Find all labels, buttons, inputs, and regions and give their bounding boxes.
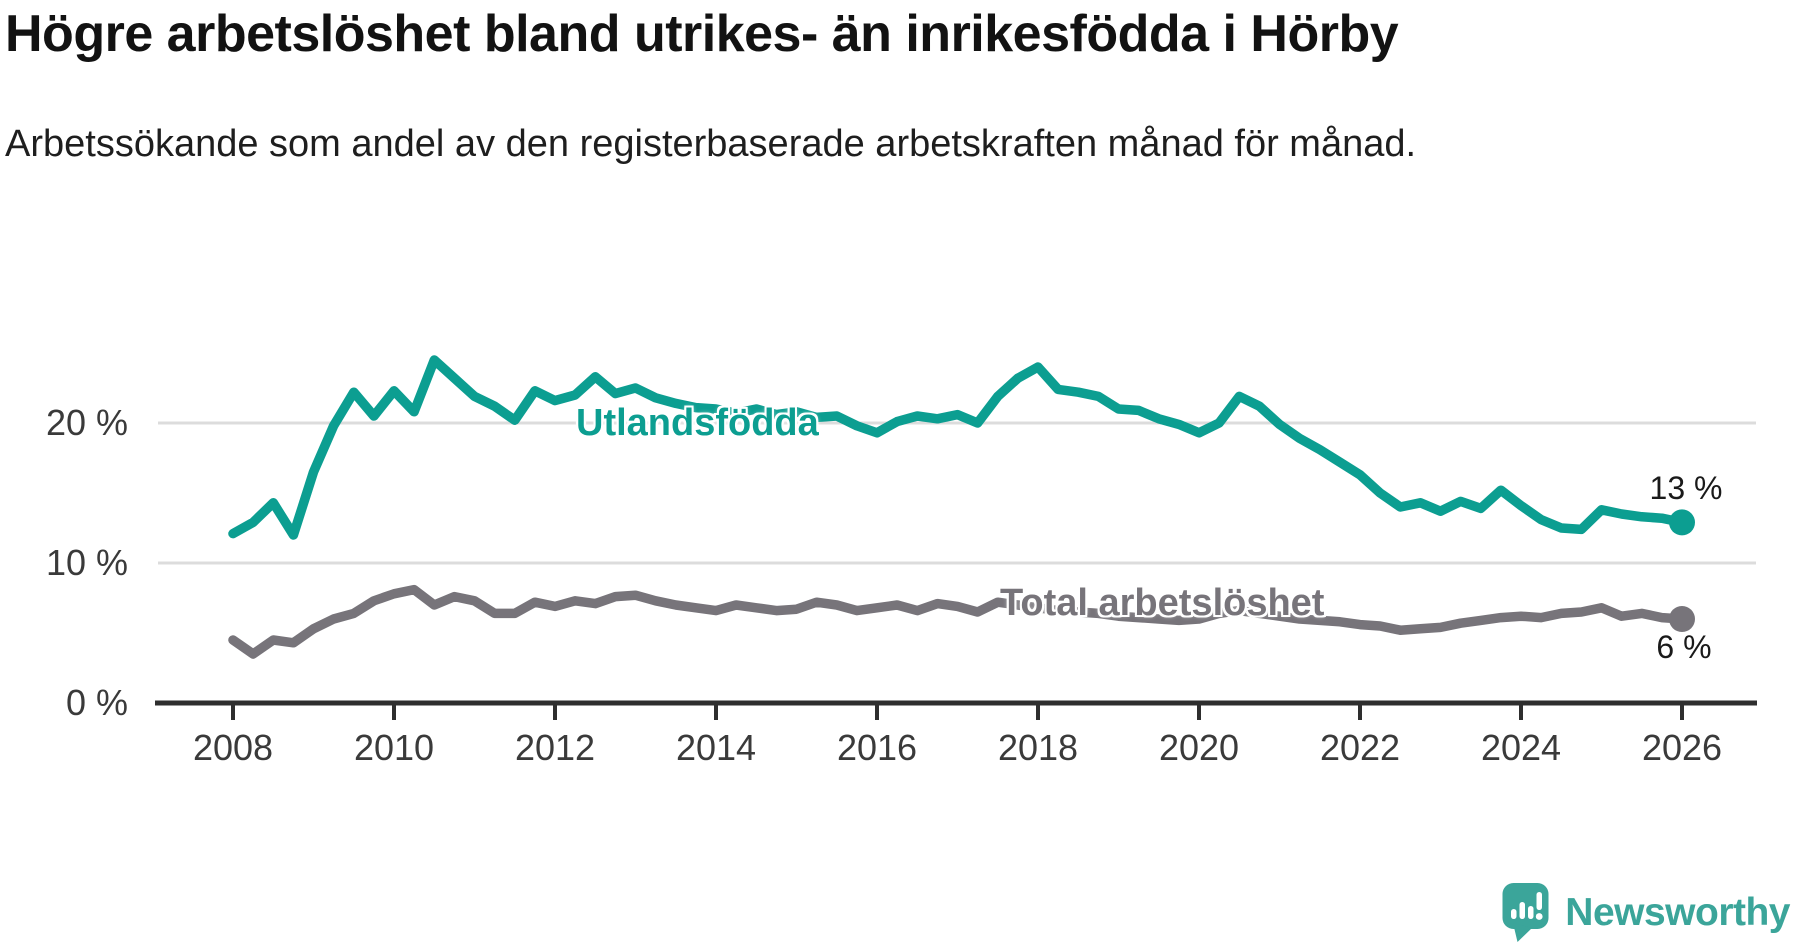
newsworthy-logo-text: Newsworthy bbox=[1565, 891, 1790, 934]
x-axis-label-2014: 2014 bbox=[675, 727, 757, 768]
x-axis-label-2024: 2024 bbox=[1480, 727, 1562, 768]
utlandsfodda-end-dot bbox=[1669, 509, 1695, 536]
chart-subtitle: Arbetssökande som andel av den registerb… bbox=[5, 123, 1417, 165]
total-arbetsloshet-line bbox=[228, 584, 1687, 659]
x-axis-label-2018: 2018 bbox=[997, 727, 1079, 768]
x-axis-label-2010: 2010 bbox=[353, 727, 435, 768]
x-axis-label-2020: 2020 bbox=[1158, 727, 1240, 768]
total-end-dot bbox=[1669, 606, 1695, 632]
x-axis-tickmarks bbox=[231, 705, 1684, 720]
newsworthy-branding: Newsworthy bbox=[1502, 878, 1790, 948]
y-axis-label-0: 0 % bbox=[65, 682, 128, 723]
x-axis-label-2012: 2012 bbox=[514, 727, 596, 768]
x-axis-label-2022: 2022 bbox=[1319, 727, 1401, 768]
end-value-utlandsfodda: 13 % bbox=[1649, 470, 1723, 506]
y-axis-label-20: 20 % bbox=[45, 402, 128, 443]
x-axis-label-2008: 2008 bbox=[192, 727, 274, 768]
series-label-utlandsfodda: Utlandsfödda bbox=[576, 402, 819, 444]
utlandsfodda-line bbox=[228, 355, 1687, 540]
x-axis-label-2026: 2026 bbox=[1641, 727, 1723, 768]
chart-title: Högre arbetslöshet bland utrikes- än inr… bbox=[5, 5, 1399, 63]
end-value-total: 6 % bbox=[1656, 629, 1712, 665]
x-axis-label-2016: 2016 bbox=[836, 727, 918, 768]
series-label-total-arbetsloshet: Total arbetslöshet bbox=[1000, 582, 1325, 624]
y-axis-label-10: 10 % bbox=[45, 542, 128, 583]
gridlines bbox=[158, 421, 1756, 565]
newsworthy-logo-icon bbox=[1502, 883, 1549, 942]
